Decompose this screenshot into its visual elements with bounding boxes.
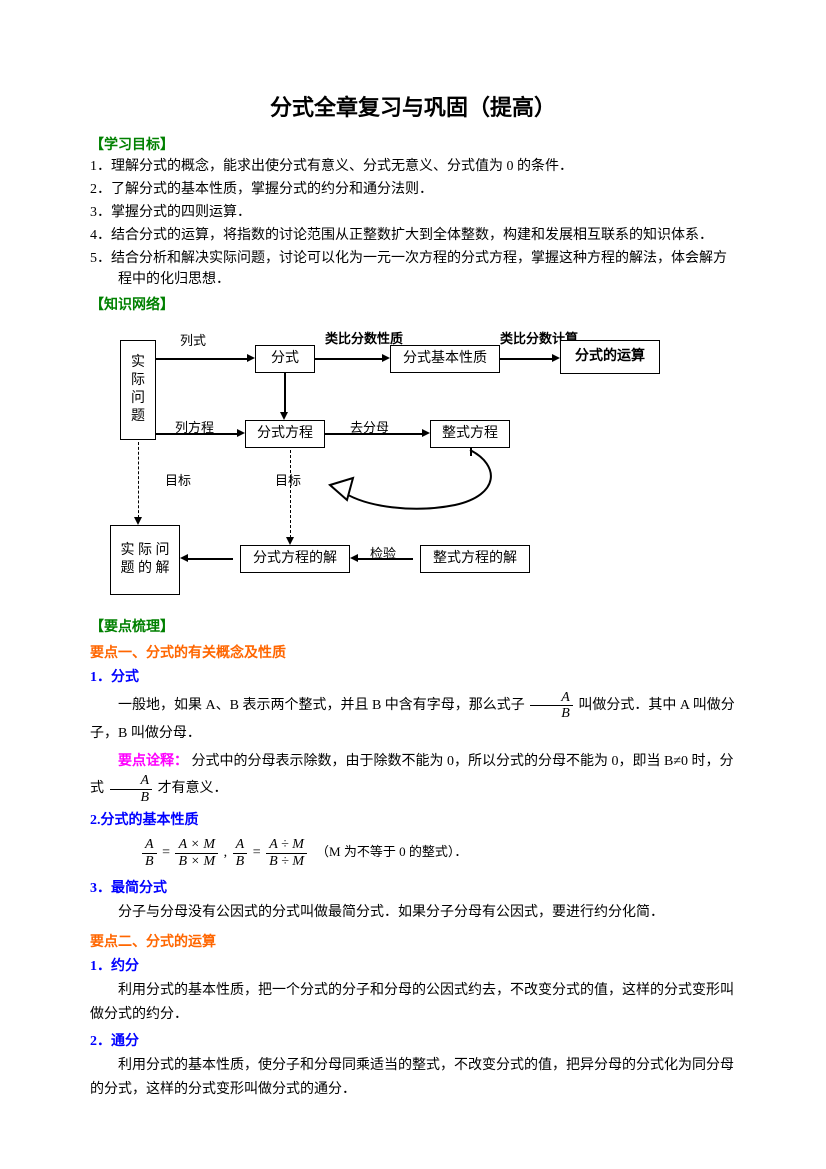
fc-arrowhead — [350, 554, 358, 562]
fc-arrowhead — [180, 554, 188, 562]
document-page: 分式全章复习与巩固（提高） 【学习目标】 1．理解分式的概念，能求出使分式有意义… — [0, 0, 826, 1156]
paragraph: 分子与分母没有公因式的分式叫做最简分式．如果分子分母有公因式，要进行约分化简． — [90, 901, 736, 925]
fc-arrow — [500, 358, 553, 360]
paragraph: 要点诠释： 分式中的分母表示除数，由于除数不能为 0，所以分式的分母不能为 0，… — [90, 750, 736, 806]
fc-return-arrow — [325, 450, 505, 520]
goal-item: 4．结合分式的运算，将指数的讨论范围从正整数扩大到全体整数，构建和发展相互联系的… — [90, 225, 736, 246]
fc-label: 目标 — [165, 470, 191, 489]
goal-item: 1．理解分式的概念，能求出使分式有意义、分式无意义、分式值为 0 的条件． — [90, 156, 736, 177]
fraction: AB — [110, 773, 153, 805]
paragraph: 一般地，如果 A、B 表示两个整式，并且 B 中含有字母，那么式子 AB 叫做分… — [90, 690, 736, 746]
fc-arrow — [358, 558, 413, 560]
text: 才有意义． — [158, 781, 228, 796]
section-goals-header: 【学习目标】 — [90, 134, 736, 154]
fc-box: 实 际 问 题 — [120, 340, 156, 440]
fc-arrowhead — [247, 354, 255, 362]
fc-box: 分式的运算 — [560, 340, 660, 374]
fc-box: 分式 — [255, 345, 315, 373]
point-header: 要点一、分式的有关概念及性质 — [90, 642, 736, 662]
fc-arrow — [156, 433, 238, 435]
equation-note: （M 为不等于 0 的整式）． — [316, 844, 467, 859]
equation: AB = A × MB × M , AB = A ÷ MB ÷ M （M 为不等… — [140, 837, 736, 869]
fc-dashed — [290, 450, 291, 538]
text: 一般地，如果 A、B 表示两个整式，并且 B 中含有字母，那么式子 — [118, 698, 525, 713]
knowledge-flowchart: 列式 类比分数性质 类比分数计算 实 际 问 题 分式 分式基本性质 分式的运算… — [100, 320, 660, 610]
fc-box: 整式方程 — [430, 420, 510, 448]
fc-box: 分式方程的解 — [240, 545, 350, 573]
sub-header: 1．分式 — [90, 666, 736, 686]
fc-box: 实 际 问 题 的 解 — [110, 525, 180, 595]
fc-arrow — [325, 433, 423, 435]
goal-item: 2．了解分式的基本性质，掌握分式的约分和通分法则． — [90, 179, 736, 200]
point-header: 要点二、分式的运算 — [90, 931, 736, 951]
fc-arrow — [470, 448, 472, 456]
fraction: AB — [530, 690, 573, 722]
section-network-header: 【知识网络】 — [90, 294, 736, 314]
fc-box: 分式方程 — [245, 420, 325, 448]
fc-arrowhead — [134, 517, 142, 525]
sub-header: 2.分式的基本性质 — [90, 809, 736, 829]
fc-label: 列式 — [180, 330, 206, 349]
fc-arrowhead — [237, 429, 245, 437]
fc-box: 分式基本性质 — [390, 345, 500, 373]
goal-item: 5．结合分析和解决实际问题，讨论可以化为一元一次方程的分式方程，掌握这种方程的解… — [90, 248, 736, 290]
fc-label: 目标 — [275, 470, 301, 489]
goal-item: 3．掌握分式的四则运算． — [90, 202, 736, 223]
fc-arrowhead — [382, 354, 390, 362]
fc-dashed — [138, 442, 139, 518]
sub-header: 2．通分 — [90, 1030, 736, 1050]
note-label: 要点诠释： — [118, 754, 188, 769]
fc-arrow — [315, 358, 383, 360]
fc-arrow — [284, 373, 286, 413]
fc-arrowhead — [552, 354, 560, 362]
fc-arrowhead — [280, 412, 288, 420]
fc-arrowhead — [286, 537, 294, 545]
sub-header: 3．最简分式 — [90, 877, 736, 897]
fc-box: 整式方程的解 — [420, 545, 530, 573]
fc-arrow — [156, 358, 248, 360]
paragraph: 利用分式的基本性质，使分子和分母同乘适当的整式，不改变分式的值，把异分母的分式化… — [90, 1054, 736, 1102]
page-title: 分式全章复习与巩固（提高） — [90, 90, 736, 122]
fc-arrowhead — [422, 429, 430, 437]
section-outline-header: 【要点梳理】 — [90, 616, 736, 636]
sub-header: 1．约分 — [90, 955, 736, 975]
fc-arrow — [188, 558, 233, 560]
paragraph: 利用分式的基本性质，把一个分式的分子和分母的公因式约去，不改变分式的值，这样的分… — [90, 979, 736, 1027]
